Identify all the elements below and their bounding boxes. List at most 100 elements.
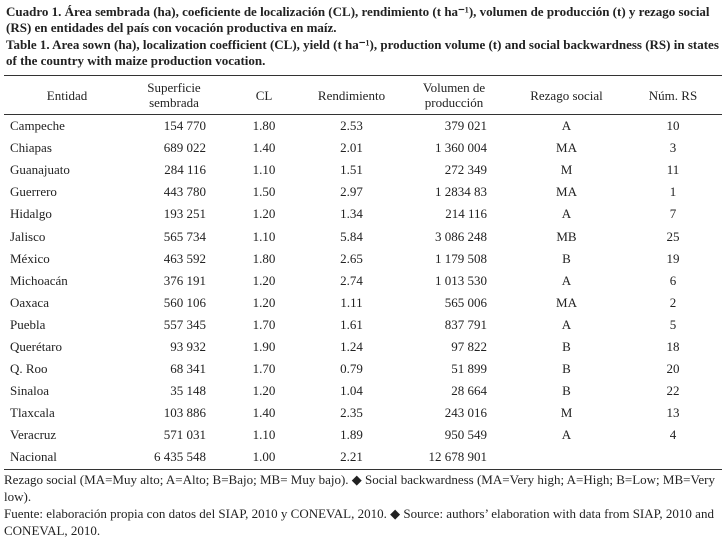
table-cell: 1.89 xyxy=(340,427,363,443)
table-row: Tlaxcala 103 886 1.40 2.35 243 016 M 13 xyxy=(4,402,722,424)
table-cell: 1 360 004 xyxy=(435,140,487,156)
table-cell: 12 678 901 xyxy=(428,449,488,465)
table-cell: 376 191 xyxy=(163,272,206,288)
table-cell: 571 031 xyxy=(163,427,206,443)
table-cell: 243 016 xyxy=(444,405,487,421)
table-body: Campeche 154 770 1.80 2.53 379 021 A 10 Chiapas… xyxy=(4,115,722,469)
table-cell: 2.01 xyxy=(340,140,363,156)
table-row: Q. Roo 68 341 1.70 0.79 51 899 B 20 xyxy=(4,358,722,380)
note: Rezago social (MA=Muy alto; A=Alto; B=Ba… xyxy=(4,472,716,504)
table-cell: 51 899 xyxy=(451,361,487,377)
table-cell: 68 341 xyxy=(170,361,206,377)
table-cell: 1 179 508 xyxy=(435,250,487,266)
column-header: Superficie sembrada xyxy=(147,80,201,110)
table-cell: 565 006 xyxy=(444,294,487,310)
table-cell: 35 148 xyxy=(170,383,206,399)
data-table: Entidad Superficie sembrada CL Rendimiento V… xyxy=(4,75,722,470)
table-cell: 463 592 xyxy=(163,250,206,266)
table-cell: Q. Roo xyxy=(10,361,48,377)
table-cell: 6 435 548 xyxy=(154,449,206,465)
table-cell: 0.79 xyxy=(340,361,363,377)
table-cell: 1.20 xyxy=(252,272,276,288)
table-cell: 19 xyxy=(666,250,680,266)
column-header: Volumen de producción xyxy=(422,80,486,110)
table-cell: 1.70 xyxy=(252,361,276,377)
table-row: Guanajuato 284 116 1.10 1.51 272 349 M 11 xyxy=(4,159,722,181)
column-header: Rendimiento xyxy=(317,87,386,103)
table-cell: Guanajuato xyxy=(10,162,70,178)
table-cell: A xyxy=(561,118,572,134)
table-cell: Puebla xyxy=(10,316,46,332)
table-cell: MB xyxy=(556,228,577,244)
table-cell: 214 116 xyxy=(445,206,487,222)
table-cell: B xyxy=(562,250,571,266)
table-cell: 6 xyxy=(669,272,677,288)
caption-spanish: Cuadro 1. Área sembrada (ha), coeficient… xyxy=(6,4,710,35)
table-cell xyxy=(624,446,722,469)
table-cell: 3 086 248 xyxy=(435,228,487,244)
table-row: Veracruz 571 031 1.10 1.89 950 549 A 4 xyxy=(4,424,722,446)
table-cell: 689 022 xyxy=(163,140,206,156)
table-cell: 2.53 xyxy=(340,118,363,134)
table-row: Jalisco 565 734 1.10 5.84 3 086 248 MB 25 xyxy=(4,225,722,247)
table-cell: 557 345 xyxy=(163,316,206,332)
table-cell: 1.10 xyxy=(252,427,276,443)
table-cell: 560 106 xyxy=(163,294,206,310)
table-cell: MA xyxy=(556,140,577,156)
table-cell: 193 251 xyxy=(163,206,206,222)
table-cell: 1.34 xyxy=(340,206,363,222)
table-cell: Michoacán xyxy=(10,272,68,288)
table-cell: 5.84 xyxy=(340,228,363,244)
table-cell: 22 xyxy=(666,383,680,399)
table-row: Hidalgo 193 251 1.20 1.34 214 116 A 7 xyxy=(4,203,722,225)
table-cell: 93 932 xyxy=(170,338,206,354)
table-cell: 1.90 xyxy=(252,338,276,354)
table-row: Oaxaca 560 106 1.20 1.11 565 006 MA 2 xyxy=(4,292,722,314)
table-cell: Campeche xyxy=(10,118,65,134)
caption-english: Table 1. Area sown (ha), localization co… xyxy=(6,37,719,68)
table-cell: 1.20 xyxy=(252,206,276,222)
table-cell: 1.24 xyxy=(340,338,363,354)
table-cell: A xyxy=(561,427,572,443)
table-row: Nacional 6 435 548 1.00 2.21 12 678 901 xyxy=(4,446,722,469)
table-cell: 1 xyxy=(669,184,677,200)
table-cell: A xyxy=(561,272,572,288)
table-cell: 103 886 xyxy=(163,405,206,421)
table-cell: B xyxy=(562,338,571,354)
table-cell: MA xyxy=(556,184,577,200)
table-cell xyxy=(509,446,624,469)
table-cell: 1.10 xyxy=(252,162,276,178)
table-row: Querétaro 93 932 1.90 1.24 97 822 B 18 xyxy=(4,336,722,358)
table-cell: M xyxy=(560,162,573,178)
header-row: Entidad Superficie sembrada CL Rendimiento V… xyxy=(4,75,722,115)
table-row: Campeche 154 770 1.80 2.53 379 021 A 10 xyxy=(4,115,722,138)
table-cell: 1.11 xyxy=(340,294,363,310)
table-cell: 272 349 xyxy=(444,162,487,178)
table-cell: 1.20 xyxy=(252,383,276,399)
table-cell: 10 xyxy=(666,118,680,134)
table-cell: 11 xyxy=(666,162,680,178)
table-cell: 1.80 xyxy=(252,118,276,134)
table-cell: 1 013 530 xyxy=(435,272,487,288)
table-cell: 20 xyxy=(666,361,680,377)
table-cell: 1.51 xyxy=(340,162,363,178)
table-cell: 837 791 xyxy=(444,316,487,332)
table-cell: 443 780 xyxy=(163,184,206,200)
table-cell: B xyxy=(562,361,571,377)
table-cell: M xyxy=(560,405,573,421)
table-cell: 3 xyxy=(669,140,677,156)
table-cell: 1.10 xyxy=(252,228,276,244)
table-cell: 1.50 xyxy=(252,184,276,200)
table-cell: 2 xyxy=(669,294,677,310)
table-cell: 13 xyxy=(666,405,680,421)
table-cell: 1.00 xyxy=(252,449,276,465)
table-cell: A xyxy=(561,316,572,332)
table-cell: Hidalgo xyxy=(10,206,52,222)
table-cell: 284 116 xyxy=(164,162,206,178)
table-cell: Nacional xyxy=(10,449,57,465)
source-note: Fuente: elaboración propia con datos del… xyxy=(4,506,714,538)
table-row: Guerrero 443 780 1.50 2.97 1 2834 83 MA 1 xyxy=(4,181,722,203)
table-cell: MA xyxy=(556,294,577,310)
table-row: Puebla 557 345 1.70 1.61 837 791 A 5 xyxy=(4,314,722,336)
